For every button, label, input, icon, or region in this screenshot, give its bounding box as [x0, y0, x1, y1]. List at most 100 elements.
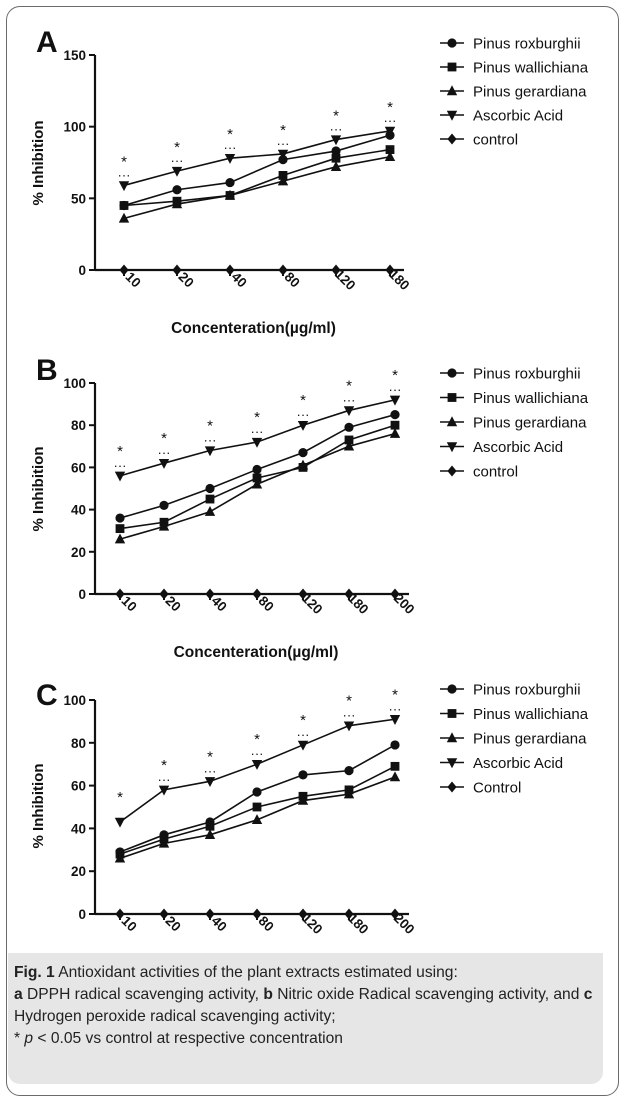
- data-point: [252, 464, 262, 475]
- data-point: [297, 740, 309, 751]
- significance-star: *: [346, 693, 352, 710]
- y-tick-label: 40: [71, 503, 86, 518]
- data-point: [251, 478, 263, 489]
- legend-marker: [447, 781, 457, 793]
- significance-star: *: [117, 789, 123, 806]
- data-point: [251, 814, 263, 825]
- data-point: [204, 777, 216, 788]
- legend-item: Pinus gerardiana: [440, 731, 587, 748]
- data-point: [172, 264, 182, 276]
- significance-dots: ···: [343, 392, 356, 407]
- significance-star: *: [254, 731, 260, 748]
- data-point: [390, 420, 400, 430]
- significance-star: *: [300, 392, 306, 409]
- data-point: [389, 427, 401, 438]
- significance-star: *: [387, 99, 393, 116]
- legend-marker: [447, 368, 457, 378]
- series-line: [123, 134, 391, 207]
- y-tick-label: 80: [71, 418, 86, 433]
- data-point: [298, 908, 308, 920]
- caption-footnote-rest: < 0.05 vs control at respective concentr…: [33, 1030, 343, 1047]
- data-point: [344, 766, 354, 776]
- data-point: [158, 520, 170, 531]
- y-tick-label: 150: [63, 48, 86, 63]
- data-point: [252, 908, 262, 920]
- figure-caption: Fig. 1 Antioxidant activities of the pla…: [14, 962, 604, 1050]
- significance-star: *: [117, 443, 123, 460]
- data-point: [385, 264, 395, 276]
- data-point: [251, 437, 263, 448]
- data-point: [252, 473, 262, 483]
- data-point: [330, 135, 342, 146]
- legend-marker: [446, 758, 458, 769]
- legend-label: Ascorbic Acid: [473, 439, 563, 456]
- caption-footnote-p: p: [24, 1030, 34, 1047]
- y-tick-label: 0: [78, 263, 86, 278]
- data-point: [205, 483, 215, 494]
- data-point: [205, 588, 215, 600]
- legend-label: Pinus roxburghii: [473, 36, 581, 53]
- legend-marker: [447, 684, 457, 694]
- series-line: [123, 130, 391, 187]
- legend-label: Pinus gerardiana: [473, 415, 587, 432]
- legend-label: Pinus roxburghii: [473, 366, 581, 383]
- caption-a-text: DPPH radical scavenging activity,: [22, 986, 264, 1003]
- data-point: [172, 185, 182, 195]
- data-point: [205, 494, 215, 504]
- data-point: [204, 506, 216, 516]
- caption-a-label: a: [14, 986, 23, 1003]
- legend-marker: [446, 416, 458, 427]
- legend-item: Pinus gerardiana: [440, 84, 587, 101]
- data-point: [331, 153, 341, 163]
- legend-marker: [446, 85, 458, 96]
- y-tick-label: 100: [63, 376, 86, 391]
- data-point: [343, 406, 355, 417]
- significance-dots: ···: [297, 407, 310, 422]
- caption-fig-label: Fig. 1: [14, 964, 55, 981]
- y-tick-label: 100: [63, 693, 86, 708]
- data-point: [384, 151, 396, 161]
- significance-star: *: [174, 139, 180, 156]
- significance-dots: ···: [384, 113, 397, 128]
- data-point: [389, 715, 401, 725]
- legend-marker: [446, 110, 458, 121]
- legend-label: Pinus wallichiana: [473, 60, 589, 77]
- data-point: [252, 802, 262, 812]
- legend-label: Pinus wallichiana: [473, 390, 589, 407]
- data-point: [225, 177, 235, 188]
- caption-c-label: c: [583, 986, 593, 1003]
- legend-item: Control: [440, 780, 521, 797]
- significance-dots: ···: [330, 122, 343, 137]
- significance-dots: ···: [118, 167, 131, 182]
- data-point: [389, 771, 401, 782]
- legend-label: control: [473, 464, 518, 481]
- data-point: [344, 588, 354, 600]
- data-point: [385, 145, 395, 154]
- y-tick-label: 80: [71, 736, 86, 751]
- y-tick-label: 0: [78, 907, 86, 922]
- significance-star: *: [254, 409, 260, 426]
- y-tick-label: 40: [71, 821, 86, 836]
- legend-marker: [446, 442, 458, 453]
- panel-letter: B: [36, 354, 58, 387]
- significance-star: *: [280, 122, 286, 139]
- caption-footnote-star: *: [14, 1030, 25, 1047]
- data-point: [158, 458, 170, 469]
- data-point: [252, 787, 262, 797]
- data-point: [390, 740, 400, 750]
- legend-marker: [447, 133, 457, 145]
- significance-dots: ···: [389, 701, 402, 716]
- legend-marker: [447, 465, 457, 477]
- significance-dots: ···: [277, 136, 290, 151]
- y-tick-label: 20: [71, 864, 86, 879]
- significance-star: *: [392, 367, 398, 384]
- legend-marker: [447, 62, 457, 72]
- data-point: [159, 588, 169, 600]
- significance-star: *: [346, 377, 352, 394]
- significance-star: *: [392, 686, 398, 703]
- legend-item: Pinus wallichiana: [440, 706, 589, 723]
- y-tick-label: 60: [71, 460, 86, 475]
- caption-c-text: Hydrogen peroxide radical scavenging act…: [14, 1008, 336, 1025]
